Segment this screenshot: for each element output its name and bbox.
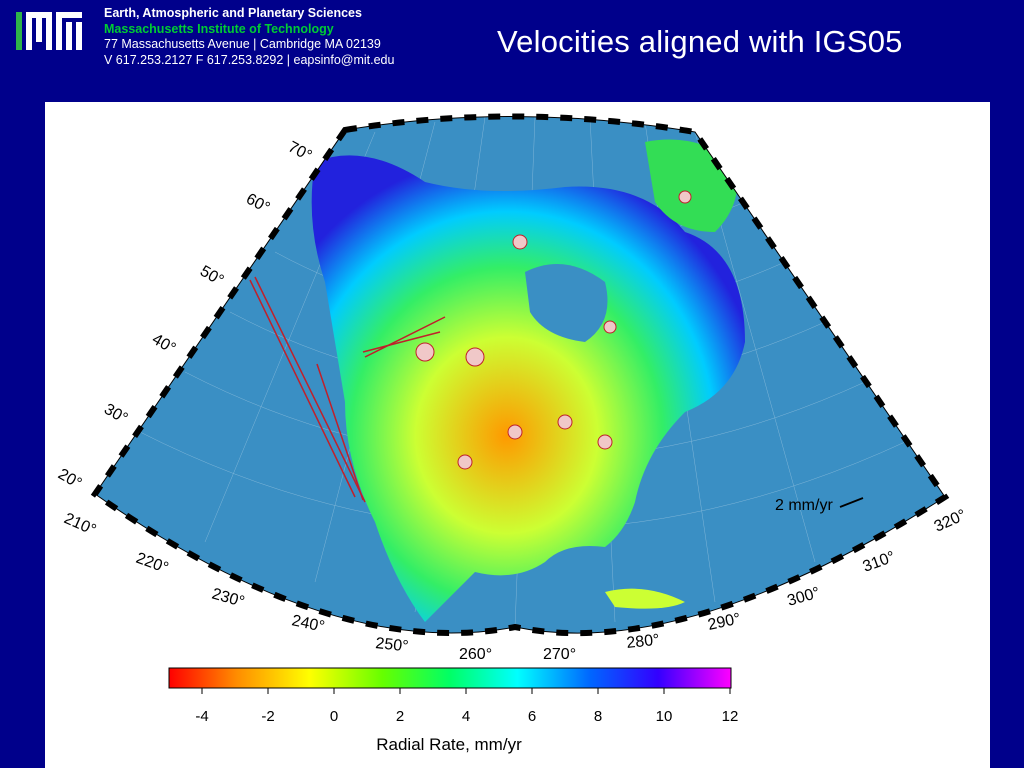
velocity-vector	[557, 414, 573, 430]
slide-title: Velocities aligned with IGS05	[497, 24, 903, 59]
velocity-vector	[457, 454, 473, 470]
scale-arrow	[839, 497, 864, 508]
velocity-scale-label: 2 mm/yr	[775, 497, 833, 514]
lon-label: 290°	[706, 610, 742, 634]
mit-logo	[16, 12, 82, 50]
velocity-vector	[249, 279, 356, 498]
map-area	[90, 113, 950, 637]
lon-label: 310°	[861, 548, 898, 575]
hudson-bay	[525, 264, 608, 342]
velocity-map-figure: 70° 60° 50° 40° 30° 20° 210° 220° 230° 2…	[55, 113, 969, 754]
address-text: 77 Massachusetts Avenue | Cambridge MA 0…	[104, 37, 381, 51]
colorbar-ticks	[201, 688, 731, 694]
figure-panel: 70° 60° 50° 40° 30° 20° 210° 220° 230° 2…	[45, 102, 990, 768]
velocity-vector	[678, 190, 692, 204]
velocity-vector	[362, 331, 441, 353]
colorbar-tick-label: 4	[462, 708, 470, 725]
colorbar-tick-label: 6	[528, 708, 536, 725]
velocity-vector	[465, 347, 485, 367]
lon-label: 210°	[61, 510, 98, 539]
colorbar-tick-label: 10	[656, 708, 673, 725]
lon-label: 220°	[134, 550, 171, 577]
velocity-vector	[415, 342, 435, 362]
contact-text: V 617.253.2127 F 617.253.8292 | eapsinfo…	[104, 52, 395, 67]
lon-label: 260°	[459, 646, 492, 663]
colorbar-tick-label: 2	[396, 708, 404, 725]
lon-label: 280°	[626, 632, 661, 652]
department-name: Earth, Atmospheric and Planetary Science…	[104, 6, 362, 20]
lat-label: 50°	[197, 263, 226, 290]
velocity-vector	[254, 276, 366, 503]
header-info: Earth, Atmospheric and Planetary Science…	[104, 6, 394, 68]
lon-label: 250°	[375, 635, 410, 655]
lon-label: 270°	[543, 646, 576, 663]
velocity-vector	[316, 363, 364, 501]
lat-label: 70°	[285, 139, 314, 165]
lat-label: 40°	[149, 331, 178, 358]
velocity-vector	[603, 320, 617, 334]
velocity-vectors	[249, 190, 864, 508]
lat-label: 30°	[101, 401, 130, 428]
lon-label: 240°	[290, 612, 326, 636]
colorbar-tick-label: 0	[330, 708, 338, 725]
colorbar-tick-label: -2	[261, 708, 274, 725]
colorbar	[168, 667, 732, 689]
colorbar-tick-label: -4	[195, 708, 208, 725]
colorbar-tick-label: 12	[722, 708, 739, 725]
lat-label: 20°	[55, 466, 84, 493]
lat-label: 60°	[243, 191, 272, 217]
velocity-vector	[597, 434, 613, 450]
lon-label: 300°	[785, 584, 821, 609]
velocity-vector	[364, 316, 446, 358]
institute-name: Massachusetts Institute of Technology	[104, 21, 334, 36]
colorbar-axis-label: Radial Rate, mm/yr	[376, 735, 522, 754]
colorbar-tick-labels: -4 -2 0 2 4 6 8 10 12	[195, 708, 738, 725]
velocity-vector	[507, 424, 523, 440]
velocity-vector	[512, 234, 528, 250]
colorbar-tick-label: 8	[594, 708, 602, 725]
lon-label: 230°	[210, 586, 246, 611]
north-america-land	[311, 155, 745, 623]
lon-label: 320°	[932, 507, 969, 536]
caribbean-land	[605, 588, 685, 609]
